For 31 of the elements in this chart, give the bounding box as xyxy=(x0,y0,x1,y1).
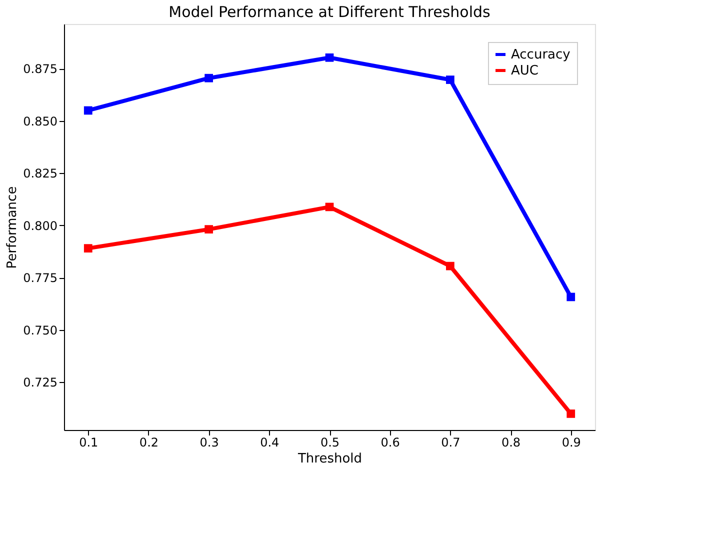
x-tick-label: 0.6 xyxy=(380,436,400,450)
x-tick-label: 0.4 xyxy=(260,436,280,450)
y-tick-label: 0.825 xyxy=(23,166,58,181)
x-tick-label: 0.8 xyxy=(501,436,521,450)
legend-label: AUC xyxy=(511,64,538,78)
legend-label: Accuracy xyxy=(511,48,571,62)
point xyxy=(566,410,576,418)
point xyxy=(204,74,213,82)
y-tick-label: 0.850 xyxy=(23,114,58,128)
y-tick-label: 0.725 xyxy=(23,375,58,390)
x-tick-label: 0.1 xyxy=(79,436,98,450)
x-tick-label: 0.5 xyxy=(320,436,340,450)
y-tick-label: 0.800 xyxy=(23,218,58,233)
point xyxy=(325,53,334,62)
point xyxy=(204,225,213,234)
point xyxy=(446,262,454,270)
x-tick-label: 0.7 xyxy=(441,436,460,450)
point xyxy=(325,202,334,212)
point xyxy=(84,244,92,252)
x-axis-title: Threshold xyxy=(296,452,362,466)
y-tick-label: 0.775 xyxy=(23,271,58,286)
point xyxy=(446,76,454,84)
y-tick-label: 0.750 xyxy=(23,323,58,338)
point xyxy=(566,292,576,302)
chart-title: Model Performance at Different Thresholds xyxy=(168,3,491,21)
x-tick-label: 0.2 xyxy=(139,436,159,450)
y-axis-title: Performance xyxy=(5,186,20,269)
point xyxy=(84,106,92,115)
x-tick-label: 0.3 xyxy=(200,436,219,450)
y-tick-label: 0.875 xyxy=(23,62,58,76)
x-tick-label: 0.9 xyxy=(562,436,581,450)
